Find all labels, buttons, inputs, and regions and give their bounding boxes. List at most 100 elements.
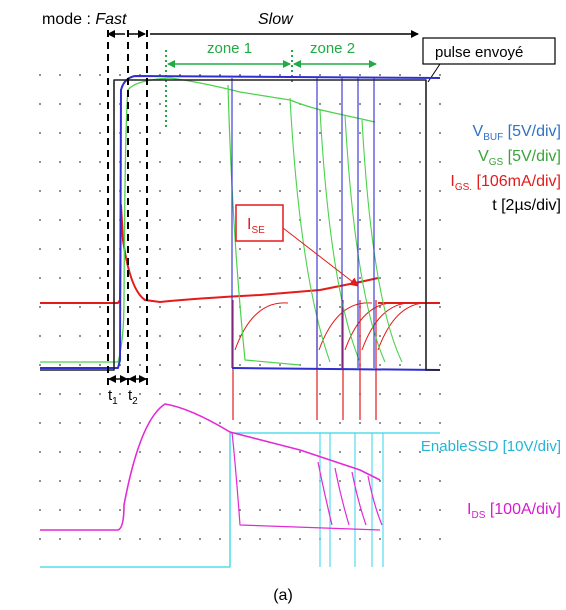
grid-dot [299, 451, 301, 453]
grid-dot [139, 335, 141, 337]
grid-dot [239, 248, 241, 250]
grid-dot [79, 103, 81, 105]
grid-dot [399, 219, 401, 221]
grid-dot [159, 422, 161, 424]
grid-dot [39, 277, 41, 279]
grid-dot [339, 248, 341, 250]
grid-dot [339, 190, 341, 192]
grid-dot [319, 74, 321, 76]
grid-dot [39, 335, 41, 337]
grid-dot [79, 422, 81, 424]
grid-dot [259, 74, 261, 76]
grid-dot [179, 364, 181, 366]
grid-dot [79, 538, 81, 540]
grid-dot [339, 161, 341, 163]
grid-dot [59, 451, 61, 453]
grid-dot [139, 538, 141, 540]
mode-label: mode : Fast [42, 11, 127, 28]
grid-dot [319, 335, 321, 337]
grid-dot [259, 509, 261, 511]
grid-dot [159, 480, 161, 482]
grid-dot [299, 422, 301, 424]
grid-dot [179, 335, 181, 337]
grid-dot [99, 74, 101, 76]
grid-dot [379, 364, 381, 366]
grid-dot [359, 422, 361, 424]
grid-dot [199, 393, 201, 395]
grid-dot [39, 219, 41, 221]
t1-label: t1 [108, 387, 118, 407]
grid-dot [299, 248, 301, 250]
grid-dot [239, 393, 241, 395]
grid-dot [159, 219, 161, 221]
grid-dot [99, 393, 101, 395]
grid-dot [419, 248, 421, 250]
grid-dot [99, 451, 101, 453]
grid-dot [419, 393, 421, 395]
grid-dot [99, 364, 101, 366]
grid-dot [119, 509, 121, 511]
vgs-trace [344, 114, 386, 363]
igs-trace [234, 302, 289, 351]
grid-dot [239, 364, 241, 366]
grid-dot [239, 480, 241, 482]
grid-dot [399, 509, 401, 511]
grid-dot [199, 509, 201, 511]
grid-dot [39, 422, 41, 424]
grid-dot [379, 132, 381, 134]
grid-dot [299, 393, 301, 395]
grid-dot [339, 306, 341, 308]
grid-dot [39, 393, 41, 395]
grid-dot [259, 393, 261, 395]
grid-dot [419, 480, 421, 482]
igs-trace [318, 302, 373, 351]
grid-dot [419, 509, 421, 511]
grid-dot [399, 103, 401, 105]
grid-dot [179, 393, 181, 395]
grid-dot [79, 509, 81, 511]
grid-dot [39, 509, 41, 511]
grid-dot [359, 451, 361, 453]
grid-dot [299, 306, 301, 308]
grid-dot [399, 190, 401, 192]
t2-label: t2 [128, 387, 138, 407]
grid-dot [59, 393, 61, 395]
grid-dot [359, 161, 361, 163]
grid-dot [439, 277, 441, 279]
grid-dot [359, 219, 361, 221]
grid-dot [399, 364, 401, 366]
grid-dot [79, 277, 81, 279]
grid-dot [239, 161, 241, 163]
grid-dot [319, 219, 321, 221]
grid-dot [439, 509, 441, 511]
grid-dot [99, 335, 101, 337]
grid-dot [259, 190, 261, 192]
grid-dot [379, 248, 381, 250]
grid-dot [199, 306, 201, 308]
grid-dot [359, 132, 361, 134]
grid-dot [439, 132, 441, 134]
grid-dot [199, 161, 201, 163]
grid-dot [439, 480, 441, 482]
grid-dot [379, 509, 381, 511]
enablessd-trace [40, 432, 440, 568]
grid-dot [339, 132, 341, 134]
mode-fast: Fast [95, 11, 127, 28]
grid-dot [399, 335, 401, 337]
grid-dot [399, 422, 401, 424]
ids-trace [351, 471, 367, 526]
mode-prefix: mode : [42, 11, 95, 28]
grid-dot [379, 161, 381, 163]
grid-dot [119, 538, 121, 540]
grid-dot [139, 422, 141, 424]
vgs-trace [319, 109, 361, 363]
grid-dot [339, 364, 341, 366]
ise-box [235, 204, 284, 242]
grid-dot [59, 509, 61, 511]
grid-dot [259, 480, 261, 482]
grid-dot [379, 103, 381, 105]
grid-dot [319, 364, 321, 366]
grid-dot [319, 103, 321, 105]
grid-dot [359, 190, 361, 192]
